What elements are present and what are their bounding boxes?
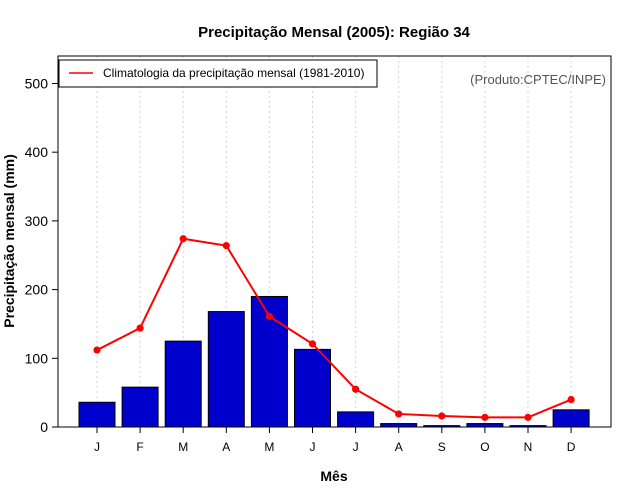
climatology-series <box>93 235 575 421</box>
y-tick-label: 100 <box>25 350 49 366</box>
climatology-point <box>265 312 273 320</box>
climatology-point <box>524 413 532 421</box>
climatology-point <box>481 413 489 421</box>
y-tick-label: 300 <box>25 213 49 229</box>
x-tick-label: J <box>353 440 359 454</box>
bar <box>552 409 590 428</box>
x-tick-label: M <box>178 440 188 454</box>
climatology-point <box>308 340 317 348</box>
climatology-point <box>179 235 187 243</box>
bar <box>337 411 375 428</box>
y-tick-label: 400 <box>25 144 49 160</box>
bar <box>78 401 116 428</box>
x-tick-label: O <box>480 440 489 454</box>
bar <box>294 348 331 428</box>
climatology-point <box>567 395 575 404</box>
x-tick-label: A <box>395 440 403 454</box>
climatology-point <box>395 410 403 418</box>
y-axis: 0 100 200 300 400 500 <box>25 75 58 435</box>
y-axis-label: Precipitação mensal (mm) <box>1 154 17 328</box>
bar <box>466 423 504 428</box>
legend: Climatologia da precipitação mensal (198… <box>58 59 378 88</box>
climatology-point <box>136 324 144 332</box>
plot-frame <box>57 55 612 428</box>
climatology-point <box>352 385 360 393</box>
y-tick-label: 500 <box>25 75 49 91</box>
x-tick-label: J <box>94 440 100 454</box>
x-tick-label: J <box>310 440 316 454</box>
bar <box>121 386 159 428</box>
x-tick-label: F <box>136 440 143 454</box>
y-tick-label: 0 <box>40 419 48 435</box>
x-tick-label: A <box>222 440 230 454</box>
x-tick-label: N <box>524 440 533 454</box>
climatology-point <box>222 242 230 250</box>
x-tick-label: S <box>438 440 446 454</box>
bar <box>380 423 418 428</box>
climatology-line <box>96 237 572 419</box>
chart-title: Precipitação Mensal (2005): Região 34 <box>198 24 470 41</box>
y-tick-label: 200 <box>25 282 49 298</box>
bar <box>207 311 245 428</box>
legend-box <box>58 59 378 88</box>
x-axis-label: Mês <box>320 468 347 484</box>
x-tick-label: M <box>264 440 274 454</box>
climatology-point <box>93 346 101 354</box>
x-tick-label: D <box>567 440 576 454</box>
bar <box>164 340 202 428</box>
bar-series <box>78 295 590 428</box>
grid-lines <box>96 56 572 427</box>
legend-label: Climatologia da precipitação mensal (198… <box>103 66 364 80</box>
climatology-point <box>438 412 446 420</box>
credit-text: (Produto:CPTEC/INPE) <box>470 72 606 87</box>
